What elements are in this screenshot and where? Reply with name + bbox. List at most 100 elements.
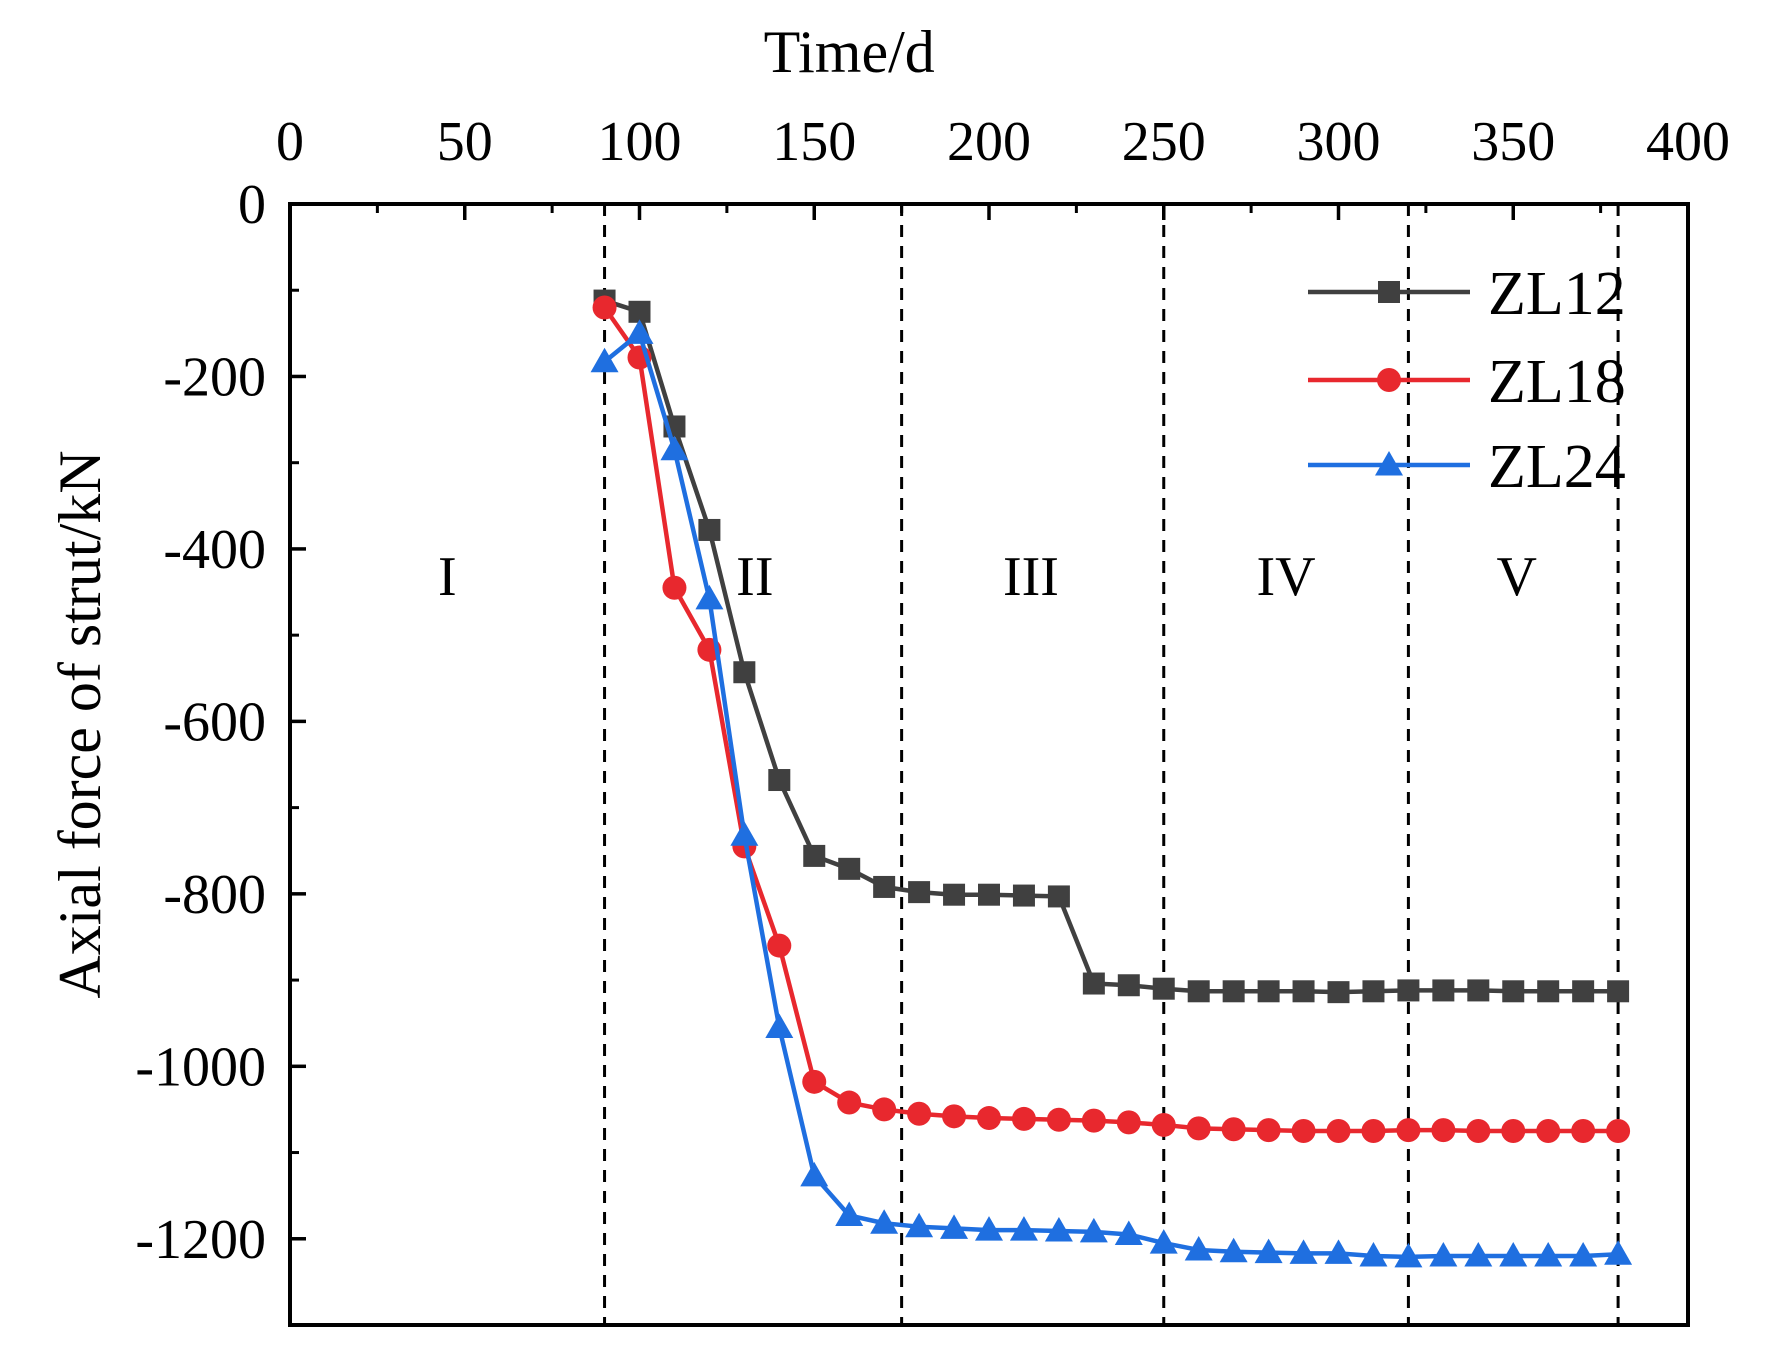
data-point-ZL18 <box>872 1097 897 1122</box>
data-point-ZL12 <box>978 883 1000 906</box>
data-point-ZL24 <box>1219 1237 1248 1263</box>
legend-marker <box>1377 368 1401 392</box>
data-point-ZL18 <box>1606 1118 1631 1143</box>
data-point-ZL24 <box>1044 1217 1073 1242</box>
data-point-ZL18 <box>1221 1117 1246 1142</box>
y-axis-title: Axial force of strut/kN <box>47 450 113 998</box>
phase-labels: I II III IV V <box>438 546 1537 608</box>
data-point-ZL18 <box>837 1090 862 1115</box>
phase-label-III: III <box>1003 546 1059 608</box>
x-tick-label: 200 <box>947 111 1031 173</box>
data-point-ZL12 <box>803 844 826 867</box>
data-point-ZL24 <box>1079 1217 1108 1243</box>
series-layer <box>590 289 1633 1268</box>
data-point-ZL24 <box>835 1201 864 1226</box>
data-point-ZL24 <box>1184 1235 1213 1261</box>
legend-marker <box>1375 451 1403 476</box>
phase-label-IV: IV <box>1257 546 1316 608</box>
y-tick-label: -200 <box>163 346 266 408</box>
data-point-ZL12 <box>1292 980 1315 1003</box>
phase-label-V: V <box>1497 546 1537 608</box>
data-point-ZL24 <box>1009 1216 1038 1241</box>
series-ZL24 <box>590 319 1633 1268</box>
y-tick-label: -800 <box>163 864 266 926</box>
data-point-ZL18 <box>592 295 617 320</box>
y-tick-label: -1000 <box>135 1036 266 1098</box>
data-point-ZL12 <box>908 881 931 904</box>
data-point-ZL24 <box>940 1214 969 1239</box>
data-point-ZL18 <box>1361 1118 1386 1143</box>
data-point-ZL24 <box>1429 1242 1458 1267</box>
data-point-ZL24 <box>730 821 759 846</box>
data-point-ZL24 <box>1324 1239 1353 1264</box>
series-line-ZL12 <box>603 298 1619 995</box>
data-point-ZL18 <box>767 933 792 958</box>
data-point-ZL12 <box>1257 980 1280 1003</box>
legend-item-ZL24: ZL24 <box>1308 433 1626 501</box>
legend-marker <box>1378 281 1400 303</box>
data-point-ZL18 <box>1466 1118 1491 1143</box>
data-point-ZL12 <box>1047 885 1070 908</box>
data-point-ZL24 <box>1499 1242 1528 1267</box>
data-point-ZL12 <box>698 518 721 541</box>
data-point-ZL18 <box>1256 1118 1281 1143</box>
data-point-ZL12 <box>1502 980 1525 1003</box>
data-point-ZL12 <box>1012 884 1035 907</box>
data-point-ZL18 <box>1571 1118 1596 1143</box>
data-point-ZL12 <box>1327 981 1350 1004</box>
phase-label-II: II <box>736 546 773 608</box>
data-point-ZL24 <box>765 1013 794 1039</box>
legend: ZL12 ZL18 ZL24 <box>1308 260 1626 501</box>
data-point-ZL12 <box>1187 980 1210 1003</box>
data-point-ZL24 <box>1534 1242 1563 1267</box>
y-tick-label: -600 <box>163 691 266 753</box>
data-point-ZL24 <box>1289 1239 1318 1264</box>
data-point-ZL12 <box>1432 979 1455 1002</box>
data-point-ZL18 <box>1011 1106 1036 1131</box>
x-axis-title: Time/d <box>764 19 935 85</box>
data-point-ZL24 <box>800 1161 829 1187</box>
phase-label-I: I <box>438 546 457 608</box>
data-point-ZL18 <box>1326 1118 1351 1143</box>
data-point-ZL24 <box>1464 1242 1493 1267</box>
y-tick-label: -400 <box>163 519 266 581</box>
x-tick-label: 400 <box>1646 111 1730 173</box>
data-point-ZL18 <box>907 1101 932 1126</box>
data-point-ZL24 <box>1149 1229 1178 1254</box>
phase-boundaries <box>603 204 1620 1325</box>
data-point-ZL18 <box>802 1069 827 1094</box>
data-point-ZL24 <box>1359 1242 1388 1267</box>
data-point-ZL12 <box>768 769 791 792</box>
data-point-ZL24 <box>590 347 619 373</box>
x-tick-label: 100 <box>598 111 682 173</box>
data-point-ZL12 <box>1572 980 1595 1003</box>
data-point-ZL24 <box>660 435 689 461</box>
data-point-ZL18 <box>1536 1118 1561 1143</box>
axis-ticks: 0 50 100 150 200 250 300 350 400 0 -200 -400 -600 -80… <box>135 111 1730 1327</box>
data-point-ZL24 <box>870 1209 899 1234</box>
data-point-ZL24 <box>1114 1220 1143 1245</box>
x-tick-label: 0 <box>276 111 304 173</box>
series-ZL12 <box>593 289 1630 1004</box>
data-point-ZL12 <box>1222 980 1245 1003</box>
data-point-ZL18 <box>1186 1116 1211 1141</box>
data-point-ZL18 <box>1151 1112 1176 1137</box>
x-tick-label: 300 <box>1297 111 1381 173</box>
data-point-ZL24 <box>975 1216 1003 1241</box>
data-point-ZL12 <box>733 661 756 684</box>
data-point-ZL18 <box>1046 1107 1071 1132</box>
legend-item-ZL12: ZL12 <box>1308 260 1626 328</box>
data-point-ZL24 <box>1394 1242 1423 1268</box>
legend-label: ZL18 <box>1488 348 1626 416</box>
legend-label: ZL12 <box>1488 260 1626 328</box>
data-point-ZL12 <box>628 300 651 323</box>
y-tick-label: -1200 <box>135 1209 266 1271</box>
data-point-ZL12 <box>1467 979 1490 1002</box>
legend-item-ZL18: ZL18 <box>1308 348 1626 416</box>
data-point-ZL12 <box>1117 974 1140 997</box>
x-tick-label: 150 <box>772 111 856 173</box>
x-tick-label: 50 <box>437 111 493 173</box>
data-point-ZL18 <box>1081 1108 1106 1133</box>
data-point-ZL18 <box>977 1106 1001 1131</box>
